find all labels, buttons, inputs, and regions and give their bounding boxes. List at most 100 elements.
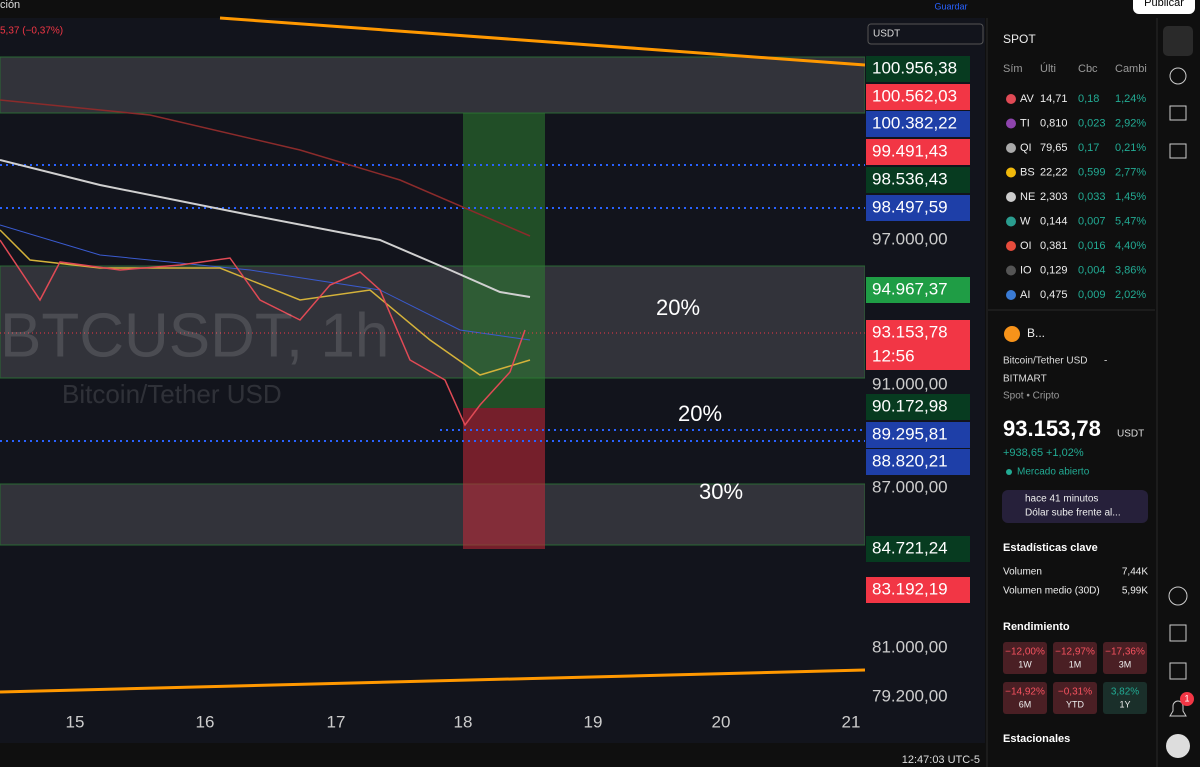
- annotation: 20%: [656, 295, 700, 320]
- save[interactable]: Guardar: [934, 1, 967, 11]
- publish[interactable]: Publicar: [1144, 0, 1184, 9]
- exchange: BITMART: [1003, 374, 1047, 385]
- icon[interactable]: [1169, 700, 1187, 717]
- watchlist-cell[interactable]: 0,007: [1078, 215, 1106, 227]
- column-header: Últi: [1040, 62, 1056, 75]
- icon[interactable]: [1169, 143, 1187, 159]
- watchlist-cell[interactable]: 0,009: [1078, 289, 1106, 301]
- watchlist-cell[interactable]: 2,92%: [1115, 117, 1146, 129]
- time-label: 20: [712, 712, 731, 731]
- watchlist-cell[interactable]: QI: [1020, 142, 1032, 154]
- price-label-bg: [866, 577, 970, 603]
- time-label: 21: [842, 712, 861, 731]
- price-label: 93.153,78: [872, 322, 948, 341]
- watchlist-cell[interactable]: 2,303: [1040, 191, 1068, 203]
- clock: 12:47:03 UTC-5: [902, 754, 980, 766]
- watermark: BTCUSDT, 1h: [0, 301, 389, 370]
- ma-200: [0, 99, 531, 237]
- item: 6M: [1019, 699, 1032, 709]
- watchlist-title[interactable]: SPOT: [1003, 32, 1036, 46]
- watchlist-cell[interactable]: 0,810: [1040, 117, 1068, 129]
- watchlist-cell[interactable]: 0,144: [1040, 215, 1068, 227]
- watchlist-cell[interactable]: 2,77%: [1115, 166, 1146, 178]
- watchlist-cell[interactable]: 22,22: [1040, 166, 1068, 178]
- coin-icon: [1006, 241, 1016, 251]
- icon[interactable]: [1169, 67, 1187, 85]
- item: Volumen medio (30D): [1003, 586, 1100, 597]
- perf-tile[interactable]: [1003, 682, 1047, 714]
- kind: Spot • Cripto: [1003, 391, 1060, 402]
- watchlist-cell[interactable]: 0,033: [1078, 191, 1106, 203]
- watchlist-cell[interactable]: 79,65: [1040, 142, 1068, 154]
- icon[interactable]: [1163, 26, 1193, 56]
- watchlist-cell[interactable]: 0,381: [1040, 240, 1068, 252]
- news: Dólar sube frente al...: [1025, 508, 1121, 519]
- watchlist-cell[interactable]: TI: [1020, 117, 1030, 129]
- watchlist-cell[interactable]: 0,475: [1040, 289, 1068, 301]
- watchlist-cell[interactable]: 4,40%: [1115, 240, 1146, 252]
- watchlist-cell[interactable]: 0,004: [1078, 264, 1106, 276]
- price-label-bg: [866, 167, 970, 193]
- price-label: 12:56: [872, 346, 915, 365]
- watchlist-cell[interactable]: IO: [1020, 264, 1032, 276]
- perf-tile[interactable]: [1103, 682, 1147, 714]
- change-pct: +1,02%: [1046, 447, 1084, 459]
- watchlist-cell[interactable]: 0,17: [1078, 142, 1099, 154]
- perf-tile[interactable]: [1003, 642, 1047, 674]
- ma-50: [0, 224, 531, 341]
- price-label: 79.200,00: [872, 686, 948, 705]
- coin-icon: [1006, 167, 1016, 178]
- price-label: 97.000,00: [872, 229, 948, 248]
- item: YTD: [1066, 699, 1085, 709]
- perf-tile[interactable]: [1103, 642, 1147, 674]
- perf-tile[interactable]: [1053, 682, 1097, 714]
- price-label-bg: [866, 56, 970, 82]
- dash: -: [1104, 356, 1107, 367]
- watermark-name: Bitcoin/Tether USD: [62, 379, 282, 409]
- watchlist-cell[interactable]: 14,71: [1040, 93, 1068, 105]
- watchlist-cell[interactable]: 1,24%: [1115, 93, 1146, 105]
- currency-select[interactable]: [867, 23, 984, 45]
- item: 3M: [1119, 659, 1132, 669]
- watchlist-cell[interactable]: 1,45%: [1115, 191, 1146, 203]
- watchlist-cell[interactable]: 0,21%: [1115, 142, 1146, 154]
- price-label-bg: [866, 394, 970, 420]
- price-label: 100.562,03: [872, 86, 957, 105]
- watchlist-cell[interactable]: 0,599: [1078, 166, 1106, 178]
- watchlist-cell[interactable]: BS: [1020, 166, 1035, 178]
- icon[interactable]: [1169, 105, 1187, 121]
- icon[interactable]: [1169, 624, 1187, 642]
- watchlist-cell[interactable]: 2,02%: [1115, 289, 1146, 301]
- ma-100: [0, 159, 531, 298]
- status-bar: [0, 743, 985, 767]
- watchlist-cell[interactable]: AI: [1020, 289, 1030, 301]
- watchlist-cell[interactable]: W: [1020, 215, 1031, 227]
- price-label: 84.721,24: [872, 538, 948, 557]
- status-dot: [1006, 469, 1012, 475]
- watchlist-cell[interactable]: AV: [1020, 93, 1035, 105]
- time-label: 17: [327, 712, 346, 731]
- icon[interactable]: [1168, 586, 1188, 606]
- coin-icon: [1006, 94, 1016, 104]
- price-label-bg: [866, 449, 970, 475]
- watchlist-cell[interactable]: OI: [1020, 240, 1032, 252]
- icon[interactable]: [1166, 734, 1190, 758]
- menu[interactable]: ción: [0, 0, 20, 11]
- watchlist-cell[interactable]: NE: [1020, 191, 1035, 203]
- item: 1Y: [1119, 699, 1130, 709]
- watchlist-cell[interactable]: 0,18: [1078, 93, 1099, 105]
- item: −0,31%: [1058, 687, 1092, 698]
- status: Mercado abierto: [1017, 467, 1090, 478]
- item: 5,99K: [1122, 586, 1148, 597]
- perf-tile[interactable]: [1053, 642, 1097, 674]
- watchlist-cell[interactable]: 0,129: [1040, 264, 1068, 276]
- watchlist-cell[interactable]: 0,016: [1078, 240, 1106, 252]
- icon[interactable]: [1169, 662, 1187, 680]
- news-card[interactable]: [1002, 490, 1148, 523]
- price: [0, 239, 526, 427]
- watchlist-cell[interactable]: 3,86%: [1115, 264, 1146, 276]
- watchlist-cell[interactable]: 0,023: [1078, 117, 1106, 129]
- watchlist-cell[interactable]: 5,47%: [1115, 215, 1146, 227]
- publish-btn[interactable]: [1133, 0, 1195, 14]
- column-header: Sím: [1003, 63, 1023, 75]
